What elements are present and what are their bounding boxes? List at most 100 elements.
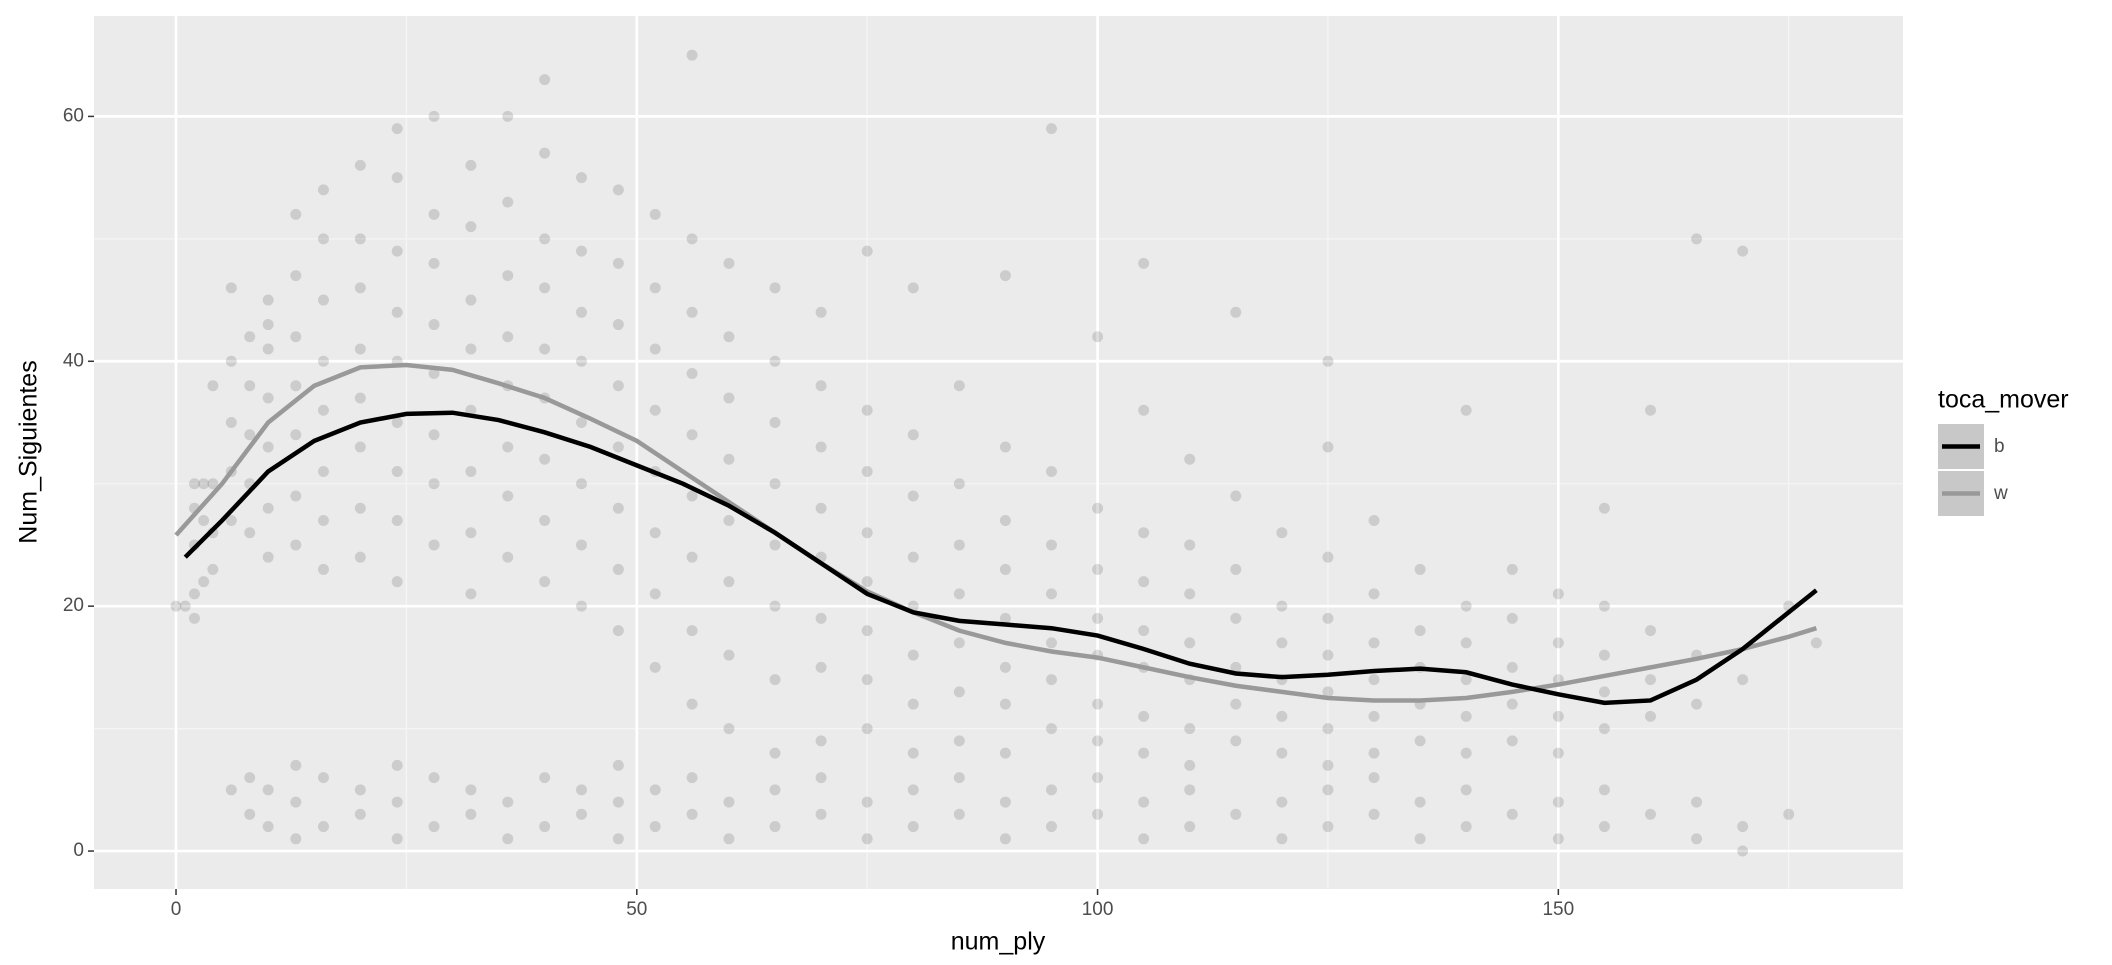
point <box>317 404 329 416</box>
point <box>953 637 965 649</box>
point <box>539 772 551 784</box>
point <box>262 502 274 514</box>
point <box>465 221 477 233</box>
point <box>290 429 302 441</box>
point <box>317 514 329 526</box>
y-tick-label: 40 <box>63 350 84 371</box>
x-tick-label: 150 <box>1542 899 1574 920</box>
point <box>1322 723 1334 735</box>
point <box>723 331 735 343</box>
point <box>1460 404 1472 416</box>
point <box>1184 723 1196 735</box>
point <box>1138 625 1150 637</box>
point <box>391 576 403 588</box>
point <box>354 282 366 294</box>
point <box>502 551 514 563</box>
point <box>1184 784 1196 796</box>
point <box>428 208 440 220</box>
point <box>861 796 873 808</box>
point <box>907 698 919 710</box>
point <box>1138 747 1150 759</box>
point <box>198 576 210 588</box>
point <box>317 355 329 367</box>
point <box>769 539 781 551</box>
legend: bw <box>1938 424 2008 516</box>
point <box>861 576 873 588</box>
panel <box>94 16 1903 889</box>
point <box>612 796 624 808</box>
point <box>1276 637 1288 649</box>
point <box>391 123 403 135</box>
point <box>1230 808 1242 820</box>
legend-label: b <box>1994 436 2005 457</box>
point <box>1184 588 1196 600</box>
point <box>1460 821 1472 833</box>
point <box>465 808 477 820</box>
point <box>1322 784 1334 796</box>
point <box>1276 600 1288 612</box>
point <box>1322 649 1334 661</box>
point <box>1552 833 1564 845</box>
point <box>502 331 514 343</box>
point <box>686 306 698 318</box>
point <box>225 514 237 526</box>
point <box>1783 808 1795 820</box>
point <box>1460 637 1472 649</box>
point <box>428 772 440 784</box>
point <box>465 294 477 306</box>
point <box>612 319 624 331</box>
point <box>1092 612 1104 624</box>
point <box>1138 527 1150 539</box>
smooth-lines <box>174 362 1818 706</box>
point <box>539 74 551 86</box>
point <box>391 306 403 318</box>
point <box>1092 735 1104 747</box>
point <box>1644 808 1656 820</box>
point <box>1737 245 1749 257</box>
point <box>391 172 403 184</box>
point <box>686 698 698 710</box>
smooth-line <box>174 362 1818 703</box>
point <box>953 808 965 820</box>
point <box>317 563 329 575</box>
point <box>999 796 1011 808</box>
point <box>354 502 366 514</box>
axes: 0 50 100 150 0 20 40 60 <box>63 105 1574 920</box>
point <box>1691 698 1703 710</box>
point <box>907 551 919 563</box>
point <box>575 478 587 490</box>
point <box>1138 833 1150 845</box>
point <box>262 441 274 453</box>
y-tick-label: 60 <box>63 105 84 126</box>
point <box>1368 747 1380 759</box>
point <box>649 661 661 673</box>
point <box>262 294 274 306</box>
point <box>502 110 514 122</box>
point <box>1691 233 1703 245</box>
point <box>1460 710 1472 722</box>
point <box>861 245 873 257</box>
point <box>575 784 587 796</box>
point <box>354 808 366 820</box>
point <box>686 368 698 380</box>
point <box>1138 404 1150 416</box>
point <box>686 233 698 245</box>
point <box>612 759 624 771</box>
point <box>649 527 661 539</box>
point <box>1414 625 1426 637</box>
point <box>815 380 827 392</box>
point <box>1552 710 1564 722</box>
point <box>179 600 191 612</box>
point <box>999 833 1011 845</box>
smooth-line <box>183 410 1818 706</box>
point <box>861 833 873 845</box>
point <box>244 527 256 539</box>
point <box>317 184 329 196</box>
point <box>465 343 477 355</box>
point <box>1598 821 1610 833</box>
point <box>1045 588 1057 600</box>
point <box>428 539 440 551</box>
point <box>723 833 735 845</box>
point <box>769 600 781 612</box>
point <box>244 429 256 441</box>
